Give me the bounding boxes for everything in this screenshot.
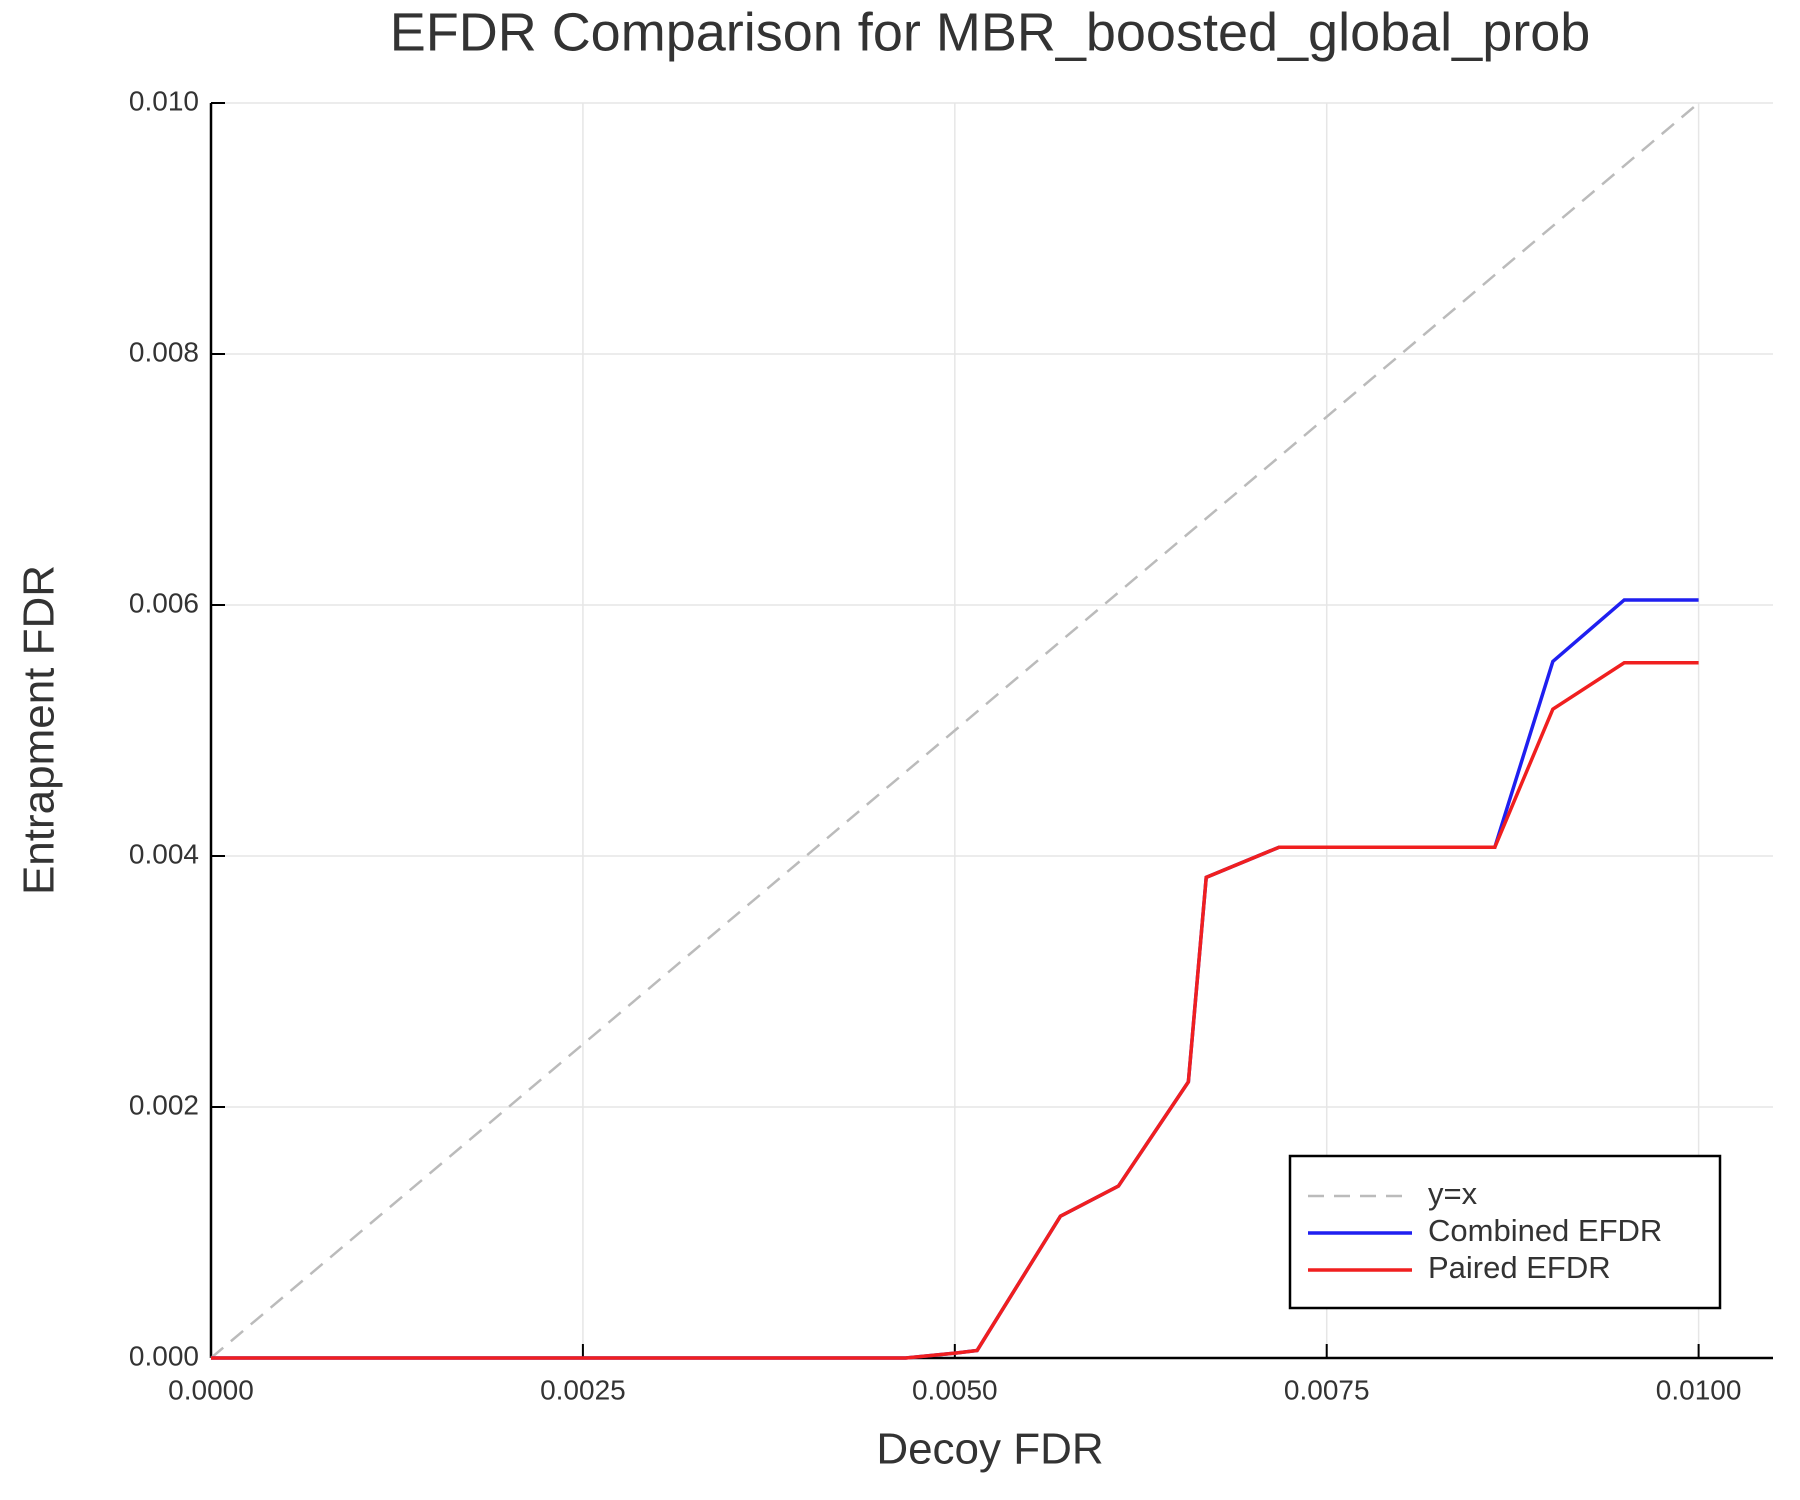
series-line: [211, 660, 1699, 1360]
legend-label: y=x: [1428, 1176, 1478, 1211]
x-tick-label: 0.0050: [912, 1374, 998, 1405]
series-line: [210, 102, 1700, 1359]
x-tick-label: 0.0000: [168, 1374, 254, 1405]
y-tick-label: 0.008: [129, 336, 199, 367]
y-tick-label: 0.004: [129, 838, 199, 869]
y-tick-label: 0.000: [129, 1340, 199, 1371]
chart-title: EFDR Comparison for MBR_boosted_global_p…: [390, 2, 1591, 62]
x-tick-label: 0.0025: [540, 1374, 626, 1405]
legend-label: Paired EFDR: [1428, 1250, 1611, 1285]
y-tick-label: 0.010: [129, 85, 199, 116]
x-axis-label: Decoy FDR: [876, 1425, 1103, 1474]
x-tick-label: 0.0075: [1284, 1374, 1370, 1405]
y-tick-label: 0.006: [129, 587, 199, 618]
legend-label: Combined EFDR: [1428, 1213, 1662, 1248]
x-tick-label: 0.0100: [1656, 1374, 1742, 1405]
y-tick-label: 0.002: [129, 1089, 199, 1120]
y-axis-label: Entrapment FDR: [15, 565, 64, 895]
